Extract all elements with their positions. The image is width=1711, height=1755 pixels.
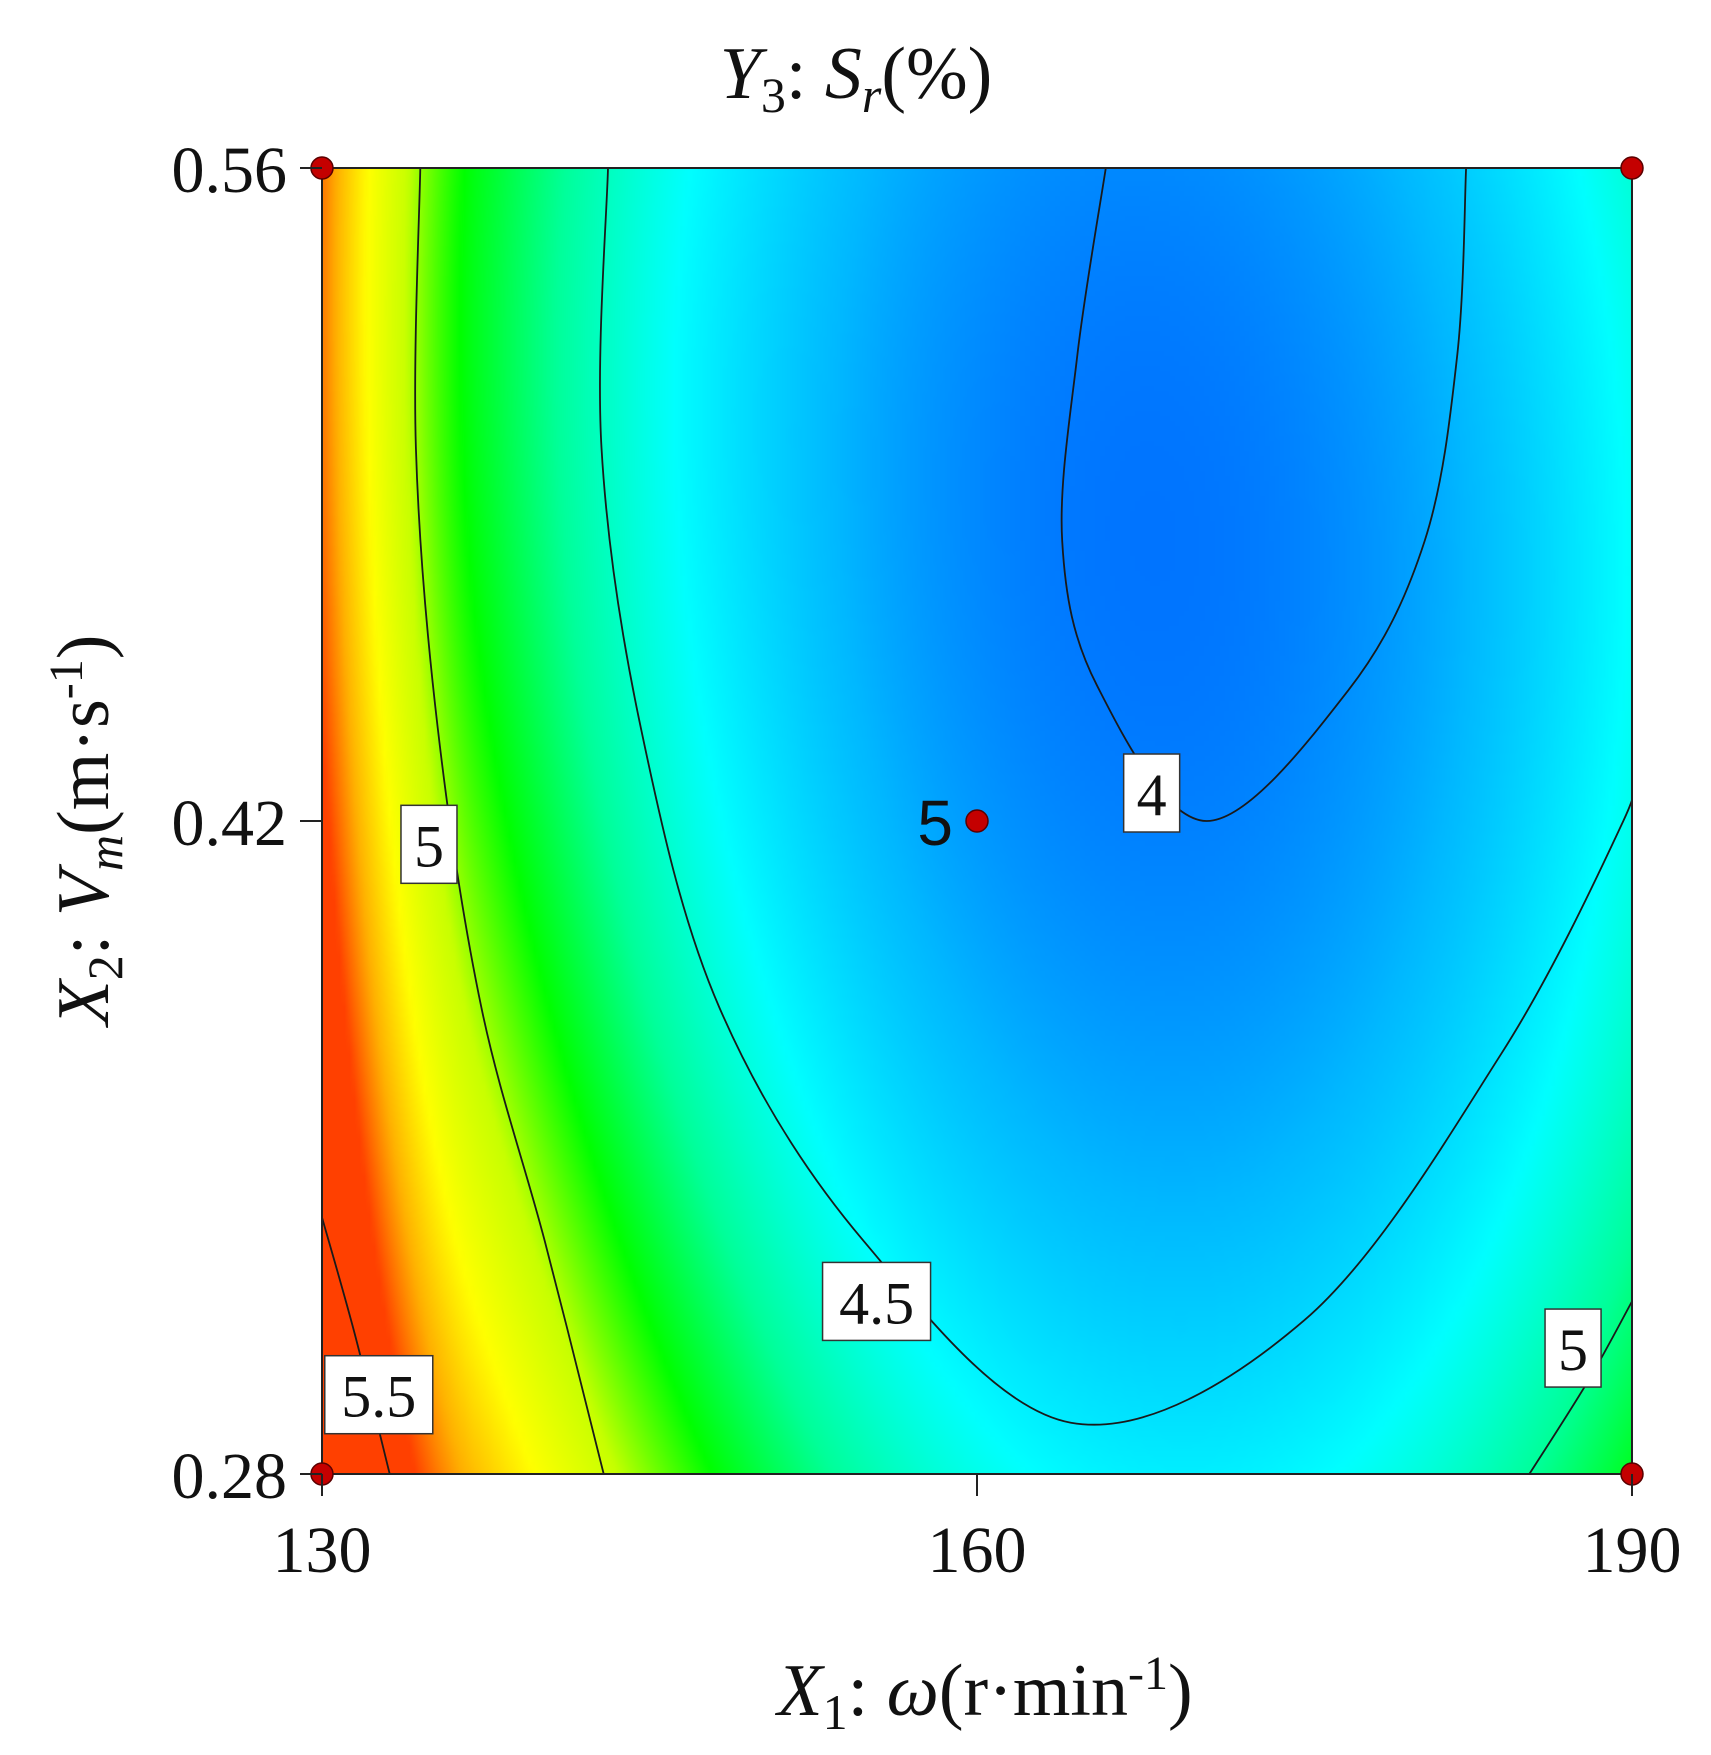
y-axis-label: X2: Vm(m·s-1) [40,635,133,1029]
contour-label-text: 5 [414,813,444,879]
contour-label: 4.5 [821,1261,932,1342]
contour-label-text: 4 [1137,762,1167,828]
plot-area: 5 4 4.5 5.5 5 5 [310,156,1644,1486]
contour-label-text: 5.5 [341,1364,416,1430]
design-point [965,809,989,833]
y-tick-label: 0.56 [172,134,288,207]
x-tick-label: 190 [1583,1514,1682,1587]
contour-label-text: 4.5 [839,1270,914,1336]
contour-line-5-5 [322,1217,391,1474]
contour-line-4 [1060,168,1467,822]
y-axis: 0.28 0.42 0.56 [172,134,322,1513]
contour-label: 5 [1544,1308,1602,1388]
contour-label-box [1122,753,1181,833]
contour-label-text: 5 [1558,1317,1588,1383]
y-tick-label: 0.28 [172,1440,288,1513]
design-point-count: 5 [917,787,953,859]
design-point [1620,156,1644,180]
chart-title: Y3: Sr(%) [720,33,993,123]
contour-label: 4 [1122,753,1181,833]
x-axis-label: X1: ω(r·min-1) [774,1647,1192,1740]
contour-label-box [821,1261,932,1342]
contour-label-box [1544,1308,1602,1388]
contour-label: 5.5 [324,1354,434,1435]
contour-label: 5 [400,804,458,885]
contour-label-box [324,1354,434,1435]
contour-label-box [400,804,458,885]
x-axis: 130 160 190 [273,1474,1682,1587]
x-tick-label: 160 [928,1514,1027,1587]
y-tick-label: 0.42 [172,787,288,860]
x-tick-label: 130 [273,1514,372,1587]
